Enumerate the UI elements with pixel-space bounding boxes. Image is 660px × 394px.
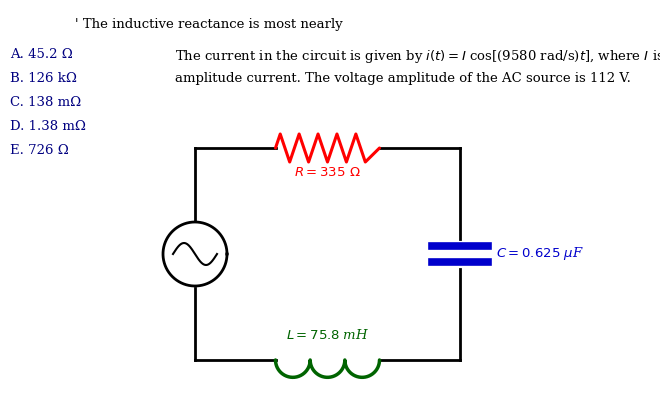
- Text: E. 726 Ω: E. 726 Ω: [10, 144, 69, 157]
- Text: amplitude current. The voltage amplitude of the AC source is 112 V.: amplitude current. The voltage amplitude…: [175, 72, 631, 85]
- Text: $L = 75.8$ mH: $L = 75.8$ mH: [286, 328, 369, 342]
- Text: $R = 335\ \Omega$: $R = 335\ \Omega$: [294, 166, 361, 179]
- Text: D. 1.38 mΩ: D. 1.38 mΩ: [10, 120, 86, 133]
- Text: The current in the circuit is given by $i(t) = I$ cos[(9580 rad/s)$t$], where $I: The current in the circuit is given by $…: [175, 48, 660, 65]
- Text: C. 138 mΩ: C. 138 mΩ: [10, 96, 81, 109]
- Text: ' The inductive reactance is most nearly: ' The inductive reactance is most nearly: [75, 18, 343, 31]
- Text: A. 45.2 Ω: A. 45.2 Ω: [10, 48, 73, 61]
- Text: B. 126 kΩ: B. 126 kΩ: [10, 72, 77, 85]
- Text: $C = 0.625\ \mu$F: $C = 0.625\ \mu$F: [496, 245, 583, 262]
